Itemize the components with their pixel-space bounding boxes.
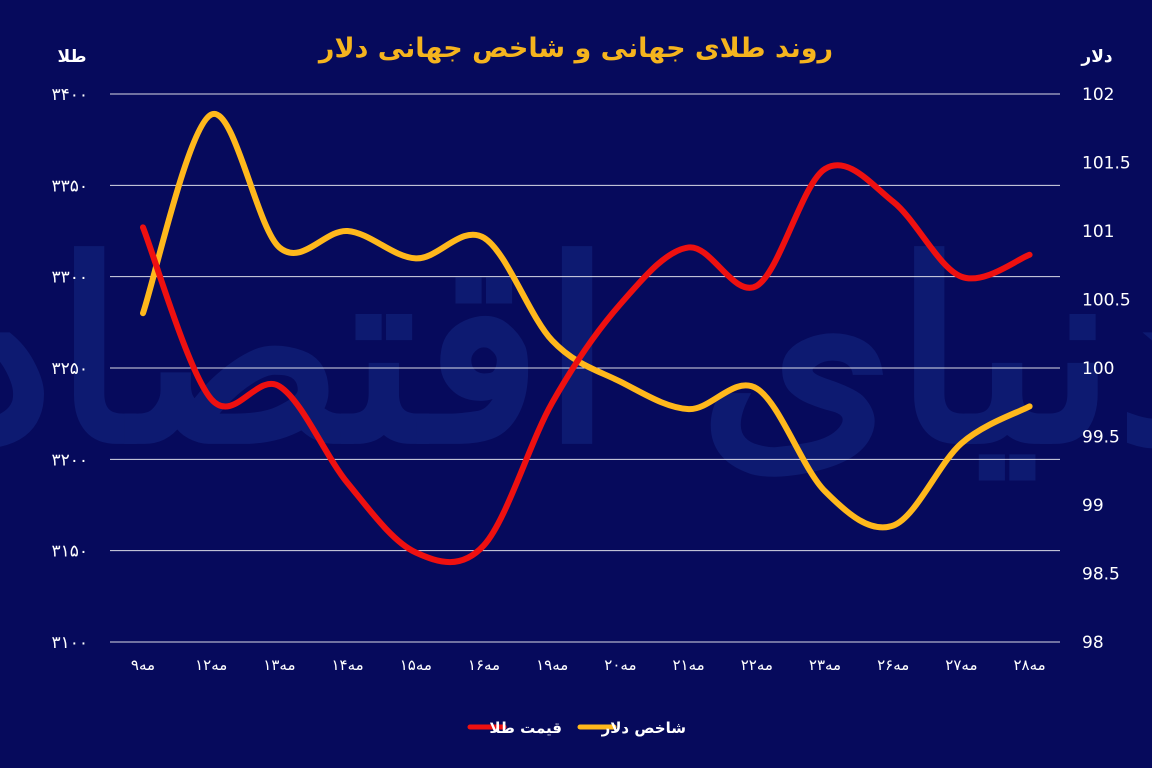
x-tick-label: ۹مه [131,656,155,674]
right-tick-label: 100.5 [1082,291,1131,311]
x-tick-label: ۱۹مه [536,656,568,674]
dollar-index-line [140,111,1033,531]
left-tick-label: ۳۲۵۰ [51,359,88,379]
left-tick-label: ۳۳۰۰ [51,268,88,288]
x-axis-ticks: ۹مه ۱۲مه ۱۳مه ۱۴مه ۱۵مه ۱۶مه ۱۹مه ۲۰مه ۲۱مه ۲۲مه ۲… [131,656,1046,674]
x-tick-label: ۱۲مه [195,656,227,674]
left-axis-ticks: ۳۱۰۰ ۳۱۵۰ ۳۲۰۰ ۳۲۵۰ ۳۳۰۰ ۳۳۵۰ ۳۴۰۰ [51,85,88,653]
x-tick-label: ۲۶مه [877,656,909,674]
series-lines [140,111,1033,566]
x-tick-label: ۲۳مه [809,656,841,674]
x-tick-label: ۱۳مه [263,656,295,674]
legend-label-gold: قیمت طلا [489,719,562,737]
x-tick-label: ۲۱مه [672,656,704,674]
left-axis-title: طلا [58,47,87,67]
x-tick-label: ۱۵مه [400,656,432,674]
gold-price-line [140,162,1033,566]
x-tick-label: ۲۷مه [945,656,977,674]
right-tick-label: 101.5 [1082,154,1131,174]
right-tick-label: 99.5 [1082,428,1120,448]
right-tick-label: 101 [1082,222,1114,242]
x-tick-label: ۱۶مه [468,656,500,674]
left-tick-label: ۳۱۰۰ [51,633,88,653]
right-axis-title: دلار [1080,47,1112,67]
left-tick-label: ۳۲۰۰ [51,450,88,470]
x-tick-label: ۲۰مه [604,656,636,674]
gridlines [110,93,1060,643]
legend: شاخص دلار قیمت طلا [467,719,686,737]
left-tick-label: ۳۳۵۰ [51,176,88,196]
right-tick-label: 98.5 [1082,565,1120,585]
left-tick-label: ۳۴۰۰ [51,85,88,105]
left-tick-label: ۳۱۵۰ [51,542,88,562]
x-tick-label: ۲۸مه [1013,656,1045,674]
x-tick-label: ۲۲مه [741,656,773,674]
right-tick-label: 99 [1082,496,1104,516]
right-tick-label: 102 [1082,85,1114,105]
right-tick-label: 100 [1082,359,1114,379]
watermark-text: دنیای اقتصاد [0,205,1152,499]
legend-label-dollar: شاخص دلار [601,719,686,737]
x-tick-label: ۱۴مه [331,656,363,674]
right-tick-label: 98 [1082,633,1104,653]
chart-title: روند طلای جهانی و شاخص جهانی دلار [317,33,833,64]
right-axis-ticks: 98 98.5 99 99.5 100 100.5 101 101.5 102 [1082,85,1131,653]
